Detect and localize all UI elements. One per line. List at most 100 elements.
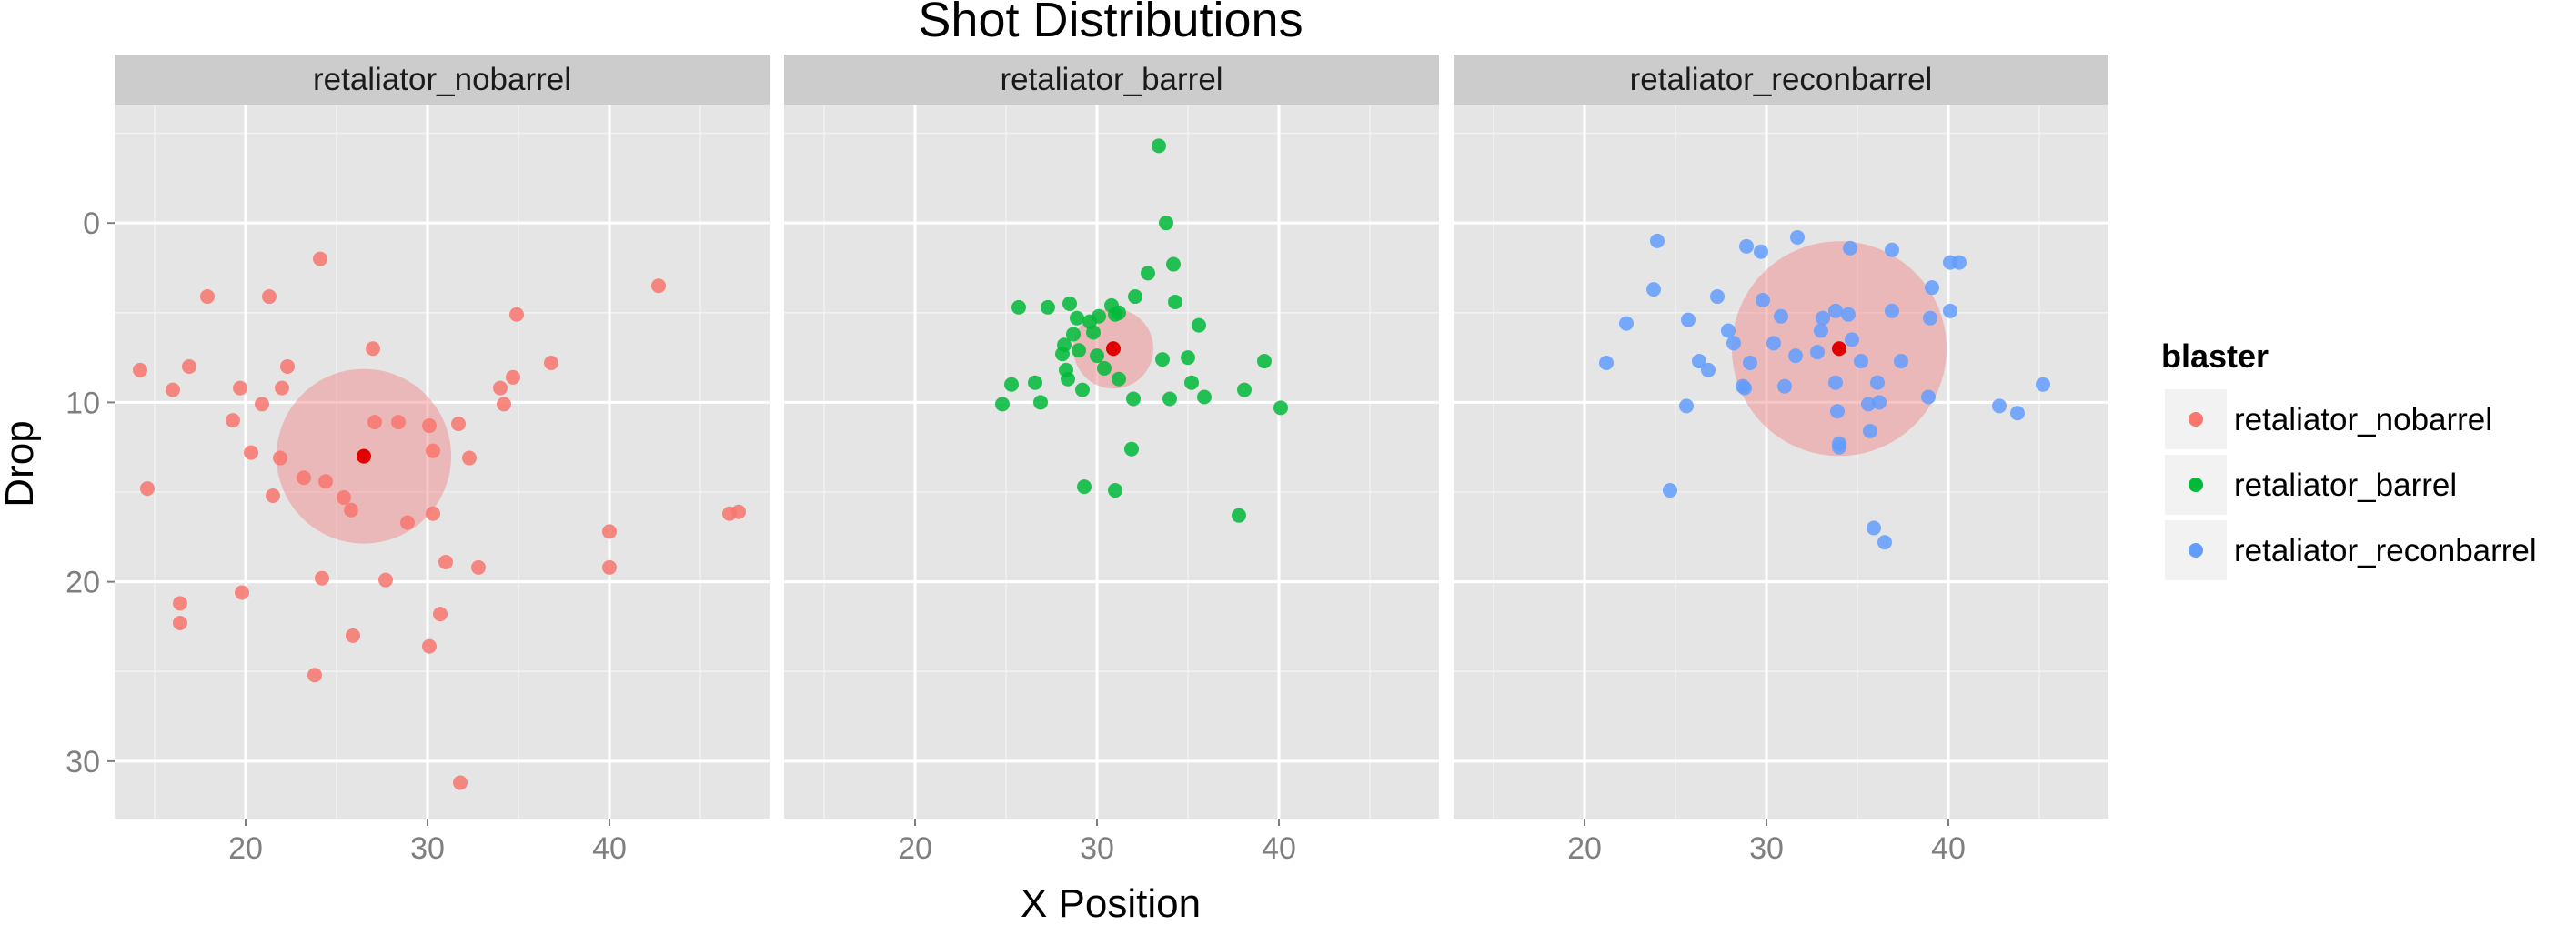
data-point: [1863, 423, 1877, 438]
data-point: [462, 450, 477, 466]
data-point: [1072, 343, 1086, 358]
legend-label: retaliator_barrel: [2234, 468, 2457, 503]
data-point: [426, 443, 440, 458]
data-point: [1152, 138, 1166, 154]
data-point: [1756, 292, 1770, 307]
legend-entry: retaliator_reconbarrel: [2165, 520, 2537, 580]
data-point: [602, 559, 617, 575]
y-tick-label: 0: [83, 206, 100, 241]
data-point: [1679, 398, 1694, 414]
data-point: [1923, 310, 1937, 326]
data-point: [1992, 398, 2007, 414]
data-point: [1766, 336, 1781, 351]
data-point: [1739, 238, 1754, 254]
y-tick-label: 10: [65, 386, 100, 420]
data-point: [1894, 354, 1908, 369]
data-point: [1872, 395, 1887, 410]
legend-entry: retaliator_barrel: [2165, 455, 2457, 515]
data-point: [367, 415, 382, 430]
x-tick-label: 30: [410, 831, 445, 866]
data-point: [1867, 520, 1881, 536]
data-point: [1086, 325, 1101, 340]
data-point: [1646, 282, 1661, 297]
data-point: [422, 418, 437, 434]
data-point: [1710, 289, 1725, 305]
data-point: [344, 502, 358, 518]
y-tick-label: 30: [65, 745, 100, 779]
x-tick-label: 40: [592, 831, 627, 866]
facet-strip-label: retaliator_reconbarrel: [1630, 62, 1933, 97]
data-point: [235, 585, 249, 600]
data-point: [1057, 337, 1072, 353]
data-point: [378, 572, 393, 588]
data-point: [318, 474, 333, 489]
data-point: [1159, 216, 1173, 231]
facet-panel: retaliator_barrel 20 30 40: [784, 55, 1439, 866]
data-point: [1754, 244, 1768, 259]
facet-strip: [784, 55, 1439, 105]
x-tick-label: 30: [1080, 831, 1114, 866]
legend-key-point: [2189, 478, 2203, 492]
data-point: [1845, 332, 1859, 347]
data-point: [1663, 483, 1677, 498]
data-point: [1841, 307, 1856, 322]
legend-entries: retaliator_nobarrel retaliator_barrelreta…: [2165, 389, 2537, 580]
data-point: [1061, 371, 1075, 387]
data-point: [471, 559, 486, 575]
legend-title: blaster: [2161, 337, 2269, 375]
data-point: [1077, 479, 1092, 495]
data-point: [1774, 308, 1788, 324]
x-tick-label: 40: [1262, 831, 1296, 866]
center-point: [1832, 341, 1846, 357]
data-point: [1692, 354, 1706, 369]
data-point: [1925, 280, 1939, 296]
data-point: [1810, 345, 1825, 360]
data-point: [433, 607, 448, 622]
data-point: [1097, 360, 1112, 376]
data-point: [1066, 327, 1081, 342]
data-point: [266, 488, 280, 503]
data-point: [1721, 323, 1736, 338]
data-point: [280, 358, 295, 374]
data-point: [544, 356, 558, 371]
data-point: [1124, 441, 1139, 457]
data-point: [1885, 303, 1899, 318]
data-point: [1814, 323, 1828, 338]
legend-label: retaliator_nobarrel: [2234, 402, 2492, 437]
data-point: [1041, 299, 1055, 315]
data-point: [438, 554, 453, 569]
data-point: [200, 289, 215, 305]
data-point: [1681, 312, 1696, 327]
data-point: [1273, 400, 1288, 416]
center-point: [357, 448, 371, 464]
data-point: [233, 380, 247, 396]
data-point: [366, 341, 380, 357]
data-point: [1033, 395, 1048, 410]
data-point: [1854, 354, 1868, 369]
data-point: [1257, 354, 1272, 369]
data-point: [1726, 336, 1741, 351]
x-tick-label: 30: [1749, 831, 1784, 866]
data-point: [226, 413, 240, 428]
data-point: [2036, 377, 2050, 392]
data-point: [1828, 375, 1843, 390]
data-point: [1952, 255, 1967, 270]
data-point: [497, 397, 511, 412]
facet-panel: retaliator_reconbarrel 20 30 40: [1454, 55, 2108, 866]
data-point: [315, 570, 329, 586]
data-point: [1828, 303, 1843, 318]
data-point: [1075, 382, 1090, 397]
data-point: [2010, 406, 2025, 421]
data-point: [275, 380, 289, 396]
data-point: [1843, 240, 1857, 256]
data-point: [1870, 375, 1885, 390]
data-point: [1090, 348, 1104, 364]
data-point: [731, 504, 746, 519]
x-tick-label: 40: [1931, 831, 1966, 866]
data-point: [453, 775, 468, 790]
facet-panel: retaliator_nobarrel 20 30 40 0 10 20 30: [65, 55, 770, 866]
data-point: [506, 369, 520, 385]
